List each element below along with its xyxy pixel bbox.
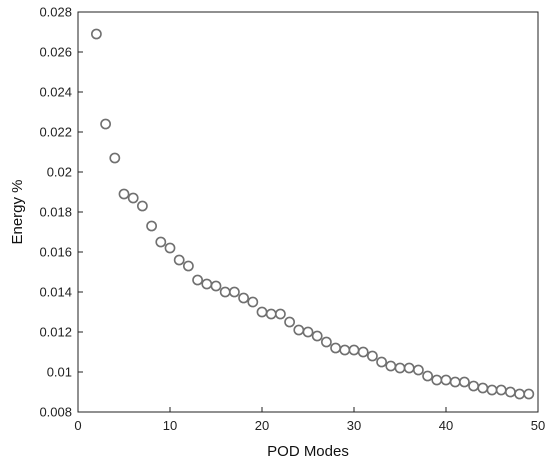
y-tick-label: 0.022 — [39, 125, 72, 140]
data-point — [468, 380, 479, 392]
data-point — [431, 374, 443, 386]
data-point — [136, 200, 148, 212]
data-point — [118, 188, 130, 200]
data-point — [449, 376, 461, 388]
data-point — [238, 292, 249, 304]
y-tick-label: 0.018 — [39, 205, 72, 220]
y-tick-label: 0.026 — [39, 45, 72, 60]
y-tick-label: 0.008 — [39, 405, 72, 420]
data-point — [486, 384, 498, 396]
data-point — [366, 350, 378, 362]
data-point — [201, 278, 213, 290]
data-point — [146, 220, 157, 232]
data-point — [256, 306, 268, 318]
y-tick-label: 0.028 — [39, 5, 72, 20]
data-point — [385, 360, 397, 372]
y-tick-label: 0.012 — [39, 325, 72, 340]
y-tick-label: 0.01 — [47, 365, 72, 380]
y-tick-label: 0.024 — [39, 85, 72, 100]
data-point — [155, 236, 167, 248]
data-point — [339, 344, 351, 356]
data-point — [293, 324, 305, 336]
data-point — [458, 376, 470, 388]
plot-frame — [77, 11, 539, 413]
data-point — [330, 342, 341, 354]
x-tick-label: 40 — [439, 418, 453, 433]
data-point — [127, 192, 139, 204]
data-point — [376, 356, 387, 368]
x-tick-label: 20 — [255, 418, 269, 433]
x-axis-label: POD Modes — [267, 443, 349, 460]
data-point — [403, 362, 415, 374]
x-tick-label: 0 — [74, 418, 81, 433]
data-point — [412, 364, 424, 376]
x-axis-ticks: 0 10 20 30 40 50 — [74, 407, 545, 433]
data-point — [311, 330, 323, 342]
data-point — [109, 152, 121, 164]
data-point — [394, 362, 406, 374]
data-point — [265, 308, 277, 320]
data-point — [91, 28, 102, 40]
data-point — [164, 242, 176, 254]
data-point — [504, 386, 516, 398]
y-axis-ticks: 0.008 0.01 0.012 0.014 0.016 0.018 0.02 0.022 0.… — [39, 5, 83, 420]
data-point — [219, 286, 231, 298]
data-point — [440, 374, 452, 386]
y-tick-label: 0.02 — [47, 165, 72, 180]
data-point — [284, 316, 295, 328]
x-tick-label: 10 — [163, 418, 177, 433]
data-point — [274, 308, 286, 320]
data-point — [477, 382, 489, 394]
data-point — [523, 388, 535, 400]
data-point — [192, 274, 203, 286]
data-point — [357, 346, 369, 358]
data-points — [91, 28, 535, 400]
data-point — [182, 260, 194, 272]
data-point — [247, 296, 259, 308]
data-point — [173, 254, 185, 266]
data-point — [514, 388, 525, 400]
x-tick-label: 50 — [531, 418, 545, 433]
y-tick-label: 0.014 — [39, 285, 72, 300]
x-tick-label: 30 — [347, 418, 361, 433]
y-tick-label: 0.016 — [39, 245, 72, 260]
data-point — [320, 336, 332, 348]
data-point — [100, 118, 111, 130]
y-axis-label: Energy % — [9, 179, 26, 244]
data-point — [210, 280, 222, 292]
data-point — [422, 370, 433, 382]
data-point — [302, 326, 314, 338]
data-point — [495, 384, 507, 396]
data-point — [348, 344, 360, 356]
data-point — [228, 286, 240, 298]
